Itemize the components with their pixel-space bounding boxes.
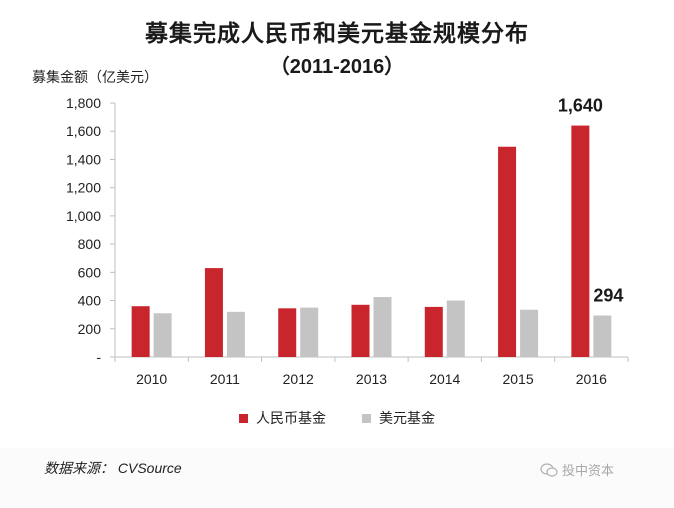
data-label: 294: [593, 286, 623, 306]
bar-usd-2010: [153, 313, 172, 357]
legend-label-rmb: 人民币基金: [256, 411, 326, 427]
data-source: 数据来源： CVSource: [44, 460, 182, 476]
bar-rmb-2013: [351, 304, 370, 357]
chart-legend: 人民币基金 美元基金: [0, 408, 674, 428]
y-axis-label: 募集金额（亿美元）: [32, 70, 158, 86]
bar-rmb-2011: [204, 268, 223, 357]
y-tick-label: 600: [78, 264, 102, 280]
y-tick-label: 1,400: [66, 151, 101, 167]
bar-rmb-2012: [278, 308, 297, 357]
x-tick-label: 2011: [210, 371, 240, 387]
footer-band: [0, 448, 674, 508]
y-tick-label: 400: [78, 293, 102, 309]
watermark: 投中资本: [540, 460, 614, 479]
y-tick-label: 800: [78, 236, 102, 252]
y-tick-label: 1,800: [66, 95, 101, 111]
legend-swatch-rmb: [239, 413, 248, 423]
y-tick-label: -: [96, 349, 101, 365]
bar-usd-2014: [446, 300, 465, 357]
legend-label-usd: 美元基金: [379, 411, 435, 427]
x-tick-label: 2016: [576, 371, 607, 387]
x-tick-label: 2010: [136, 371, 167, 387]
y-tick-label: 1,200: [66, 180, 101, 196]
bar-rmb-2010: [131, 306, 150, 357]
wechat-icon: [540, 462, 558, 477]
chart-title: 募集完成人民币和美元基金规模分布: [145, 21, 529, 47]
legend-swatch-usd: [362, 413, 371, 423]
bar-rmb-2015: [498, 146, 517, 357]
x-tick-label: 2014: [429, 371, 460, 387]
legend-item-rmb: 人民币基金: [239, 408, 326, 428]
y-tick-label: 1,600: [66, 123, 101, 139]
x-tick-label: 2012: [283, 371, 314, 387]
bar-usd-2015: [520, 309, 539, 357]
y-tick-label: 1,000: [66, 208, 101, 224]
chart-subtitle: （2011-2016）: [269, 56, 405, 78]
data-label: 1,640: [558, 96, 603, 116]
bar-usd-2012: [300, 307, 319, 357]
bar-usd-2011: [226, 311, 245, 357]
x-tick-label: 2013: [356, 371, 387, 387]
legend-item-usd: 美元基金: [362, 408, 435, 428]
bar-rmb-2016: [571, 125, 590, 357]
bar-usd-2016: [593, 315, 612, 357]
bar-chart: - 200 400 600 800 1,000 1,200 1,400 1,600 1,800 20…: [66, 95, 629, 387]
bar-usd-2013: [373, 297, 392, 357]
bar-rmb-2014: [424, 306, 443, 357]
y-tick-label: 200: [78, 321, 102, 337]
x-tick-label: 2015: [502, 371, 533, 387]
watermark-text: 投中资本: [562, 464, 615, 479]
